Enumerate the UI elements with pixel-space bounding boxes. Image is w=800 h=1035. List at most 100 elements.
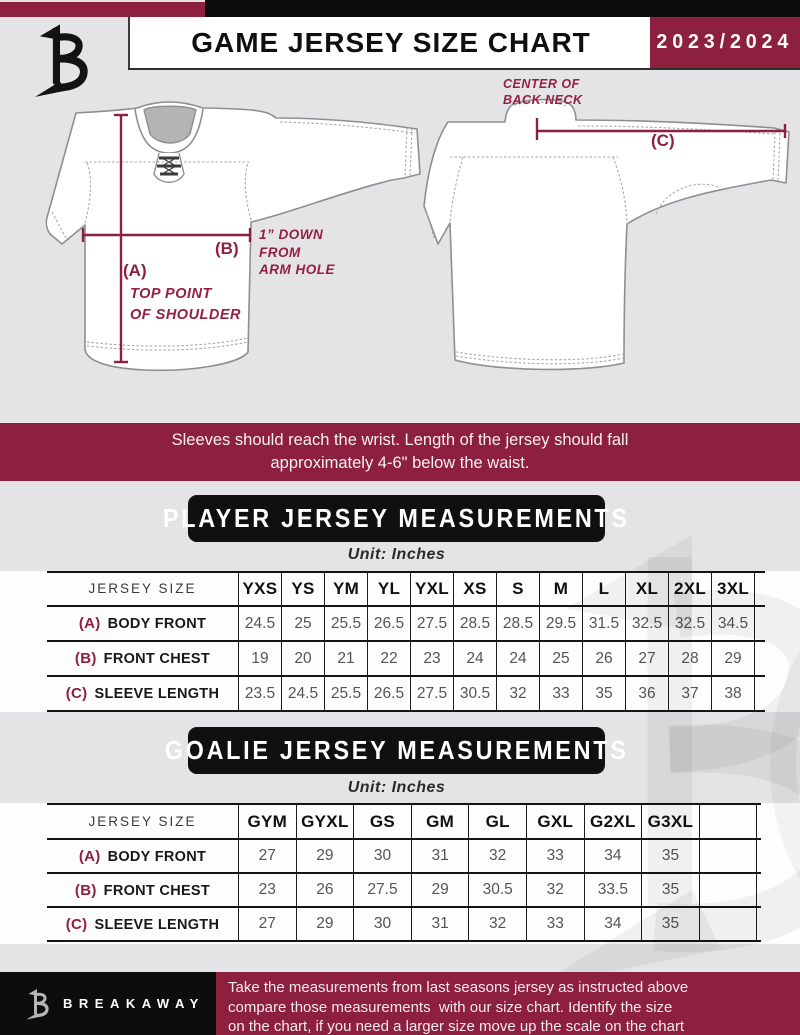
footer-brand-block: BREAKAWAY [0,972,216,1035]
measurement-cell: 34 [583,907,642,942]
measurement-cell: 32.5 [668,606,712,642]
measurement-cell: 27 [625,641,669,677]
table-row: (B) FRONT CHEST 23 26 27.5 29 30.5 32 33.5 35 [47,873,762,908]
pad-cell [756,804,762,840]
fit-note-line1: Sleeves should reach the wrist. Length o… [171,431,629,449]
a-annotation: TOP POINT OF SHOULDER [130,286,242,323]
season-badge: 2023/2024 [650,17,800,68]
goalie-measurements-table: JERSEY SIZE GYM GYXL GS GM GL GXL G2XL G3XL (A) BO… [47,803,762,942]
measurement-cell: 24.5 [281,676,325,712]
measurement-cell: 33 [525,907,585,942]
measurement-cell: 20 [281,641,325,677]
row-label: (A) BODY FRONT [47,606,239,642]
measurement-cell: 21 [324,641,368,677]
measurement-cell: 24.5 [238,606,282,642]
pad-cell [756,873,762,908]
size-column-header: M [539,572,583,607]
row-label: (B) FRONT CHEST [47,873,239,908]
measurement-cell: 38 [711,676,755,712]
size-column-header: YS [281,572,325,607]
measurement-cell: 25 [281,606,325,642]
table-header-row: JERSEY SIZE YXS YS YM YL YXL XS S M L XL 2XL 3XL [47,572,765,607]
footer-line3: on the chart, if you need a larger size … [228,1018,685,1035]
size-column-header: GS [353,804,412,840]
size-column-header: GM [410,804,469,840]
size-column-header: YXS [238,572,282,607]
measurement-cell: 33 [525,839,585,874]
measurement-cell: 29 [711,641,755,677]
breakaway-b-logo-icon [24,22,96,98]
measurement-cell: 30 [353,907,412,942]
measurement-cell: 32 [468,839,527,874]
measurement-cell: 31.5 [582,606,626,642]
top-accent-black [205,0,800,17]
table-row: (B) FRONT CHEST 19 20 21 22 23 24 24 25 26 27 28 29 [47,641,765,677]
measurement-cell: 23.5 [238,676,282,712]
pad-cell [754,572,765,607]
measurement-cell: 32.5 [625,606,669,642]
pad-cell [756,907,762,942]
measurement-cell: 35 [641,839,700,874]
pad-cell [754,676,765,712]
b-marker: (B) [215,239,239,258]
season-label: 2023/2024 [656,31,794,53]
measurement-cell: 22 [367,641,411,677]
measurement-cell: 27.5 [410,676,454,712]
fit-note-line2: approximately 4-6" below the waist. [270,454,530,472]
measurement-cell: 29 [295,839,354,874]
size-column-header: GYXL [295,804,354,840]
measurement-cell: 23 [238,873,297,908]
size-column-header: G2XL [583,804,642,840]
footer: BREAKAWAY Take the measurements from las… [0,972,800,1035]
c-annotation: CENTER OF BACK NECK [503,77,583,107]
measurement-cell: 26.5 [367,676,411,712]
b-annotation: 1” DOWN FROM ARM HOLE [259,227,335,277]
player-measurements-table: JERSEY SIZE YXS YS YM YL YXL XS S M L XL 2XL 3XL (A) B… [47,571,765,712]
measurement-cell: 27.5 [410,606,454,642]
measurement-cell: 28 [668,641,712,677]
measurement-cell: 24 [496,641,540,677]
table-header-row: JERSEY SIZE GYM GYXL GS GM GL GXL G2XL G3XL [47,804,762,840]
goalie-unit-label: Unit: Inches [347,779,446,796]
measurement-cell: 30.5 [453,676,497,712]
jersey-size-header: JERSEY SIZE [47,572,239,607]
measurement-cell: 27.5 [353,873,412,908]
pad-cell [756,839,762,874]
footer-line2: compare those measurements with our size… [228,998,673,1016]
pad-cell [754,641,765,677]
measurement-cell: 37 [668,676,712,712]
size-column-header: GXL [525,804,585,840]
size-column-header: 2XL [668,572,712,607]
measurement-cell: 27 [238,839,297,874]
row-label: (B) FRONT CHEST [47,641,239,677]
measurement-cell: 27 [238,907,297,942]
table-row: (A) BODY FRONT 27 29 30 31 32 33 34 35 [47,839,762,874]
top-accent-maroon [0,2,205,17]
size-column-header: GYM [238,804,297,840]
measurement-cell: 19 [238,641,282,677]
brand-name: BREAKAWAY [63,996,205,1011]
measurement-cell: 32 [525,873,585,908]
measurement-lines-front [81,113,252,364]
measurement-cell: 23 [410,641,454,677]
size-column-header: 3XL [711,572,755,607]
front-jersey-diagram [45,101,421,372]
empty-cell [698,873,757,908]
size-column-header: G3XL [641,804,700,840]
footer-instructions: Take the measurements from last seasons … [216,972,800,1035]
size-column-header: L [582,572,626,607]
measurement-cell: 30 [353,839,412,874]
measurement-cell: 29.5 [539,606,583,642]
size-column-header: XL [625,572,669,607]
player-section-title: PLAYER JERSEY MEASUREMENTS [163,503,630,533]
row-label: (C) SLEEVE LENGTH [47,907,239,942]
page-title: GAME JERSEY SIZE CHART [191,26,591,58]
table-row: (A) BODY FRONT 24.5 25 25.5 26.5 27.5 28.5 28.5 2… [47,606,765,642]
measurement-cell: 35 [641,873,700,908]
measurement-cell: 25.5 [324,606,368,642]
empty-cell [698,907,757,942]
measurement-cell: 26.5 [367,606,411,642]
fit-note-band: Sleeves should reach the wrist. Length o… [0,423,800,481]
empty-header-cell [698,804,757,840]
a-marker: (A) [123,261,147,280]
